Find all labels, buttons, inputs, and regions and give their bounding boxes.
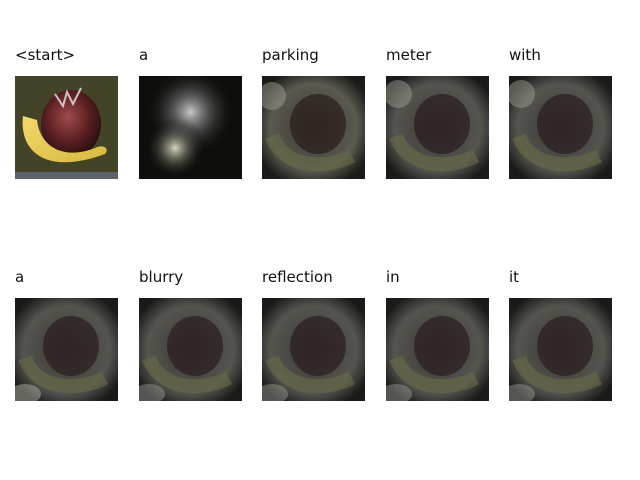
- attention-map: [509, 298, 612, 401]
- caption-word: with: [509, 46, 541, 64]
- attention-map: [139, 298, 242, 401]
- caption-word: a: [139, 46, 149, 64]
- caption-word: blurry: [139, 268, 184, 286]
- caption-word: <start>: [15, 46, 76, 64]
- attention-map: [262, 76, 365, 179]
- attention-map: [509, 76, 612, 179]
- caption-word: in: [386, 268, 400, 286]
- original-image: [15, 76, 118, 179]
- caption-word: parking: [262, 46, 319, 64]
- attention-map: [386, 76, 489, 179]
- attention-map: [262, 298, 365, 401]
- attention-map: [386, 298, 489, 401]
- caption-word: reflection: [262, 268, 333, 286]
- fruit-photo: [15, 76, 118, 179]
- attention-map: [139, 76, 242, 179]
- caption-word: a: [15, 268, 25, 286]
- caption-word: meter: [386, 46, 432, 64]
- attention-map: [15, 298, 118, 401]
- caption-word: it: [509, 268, 520, 286]
